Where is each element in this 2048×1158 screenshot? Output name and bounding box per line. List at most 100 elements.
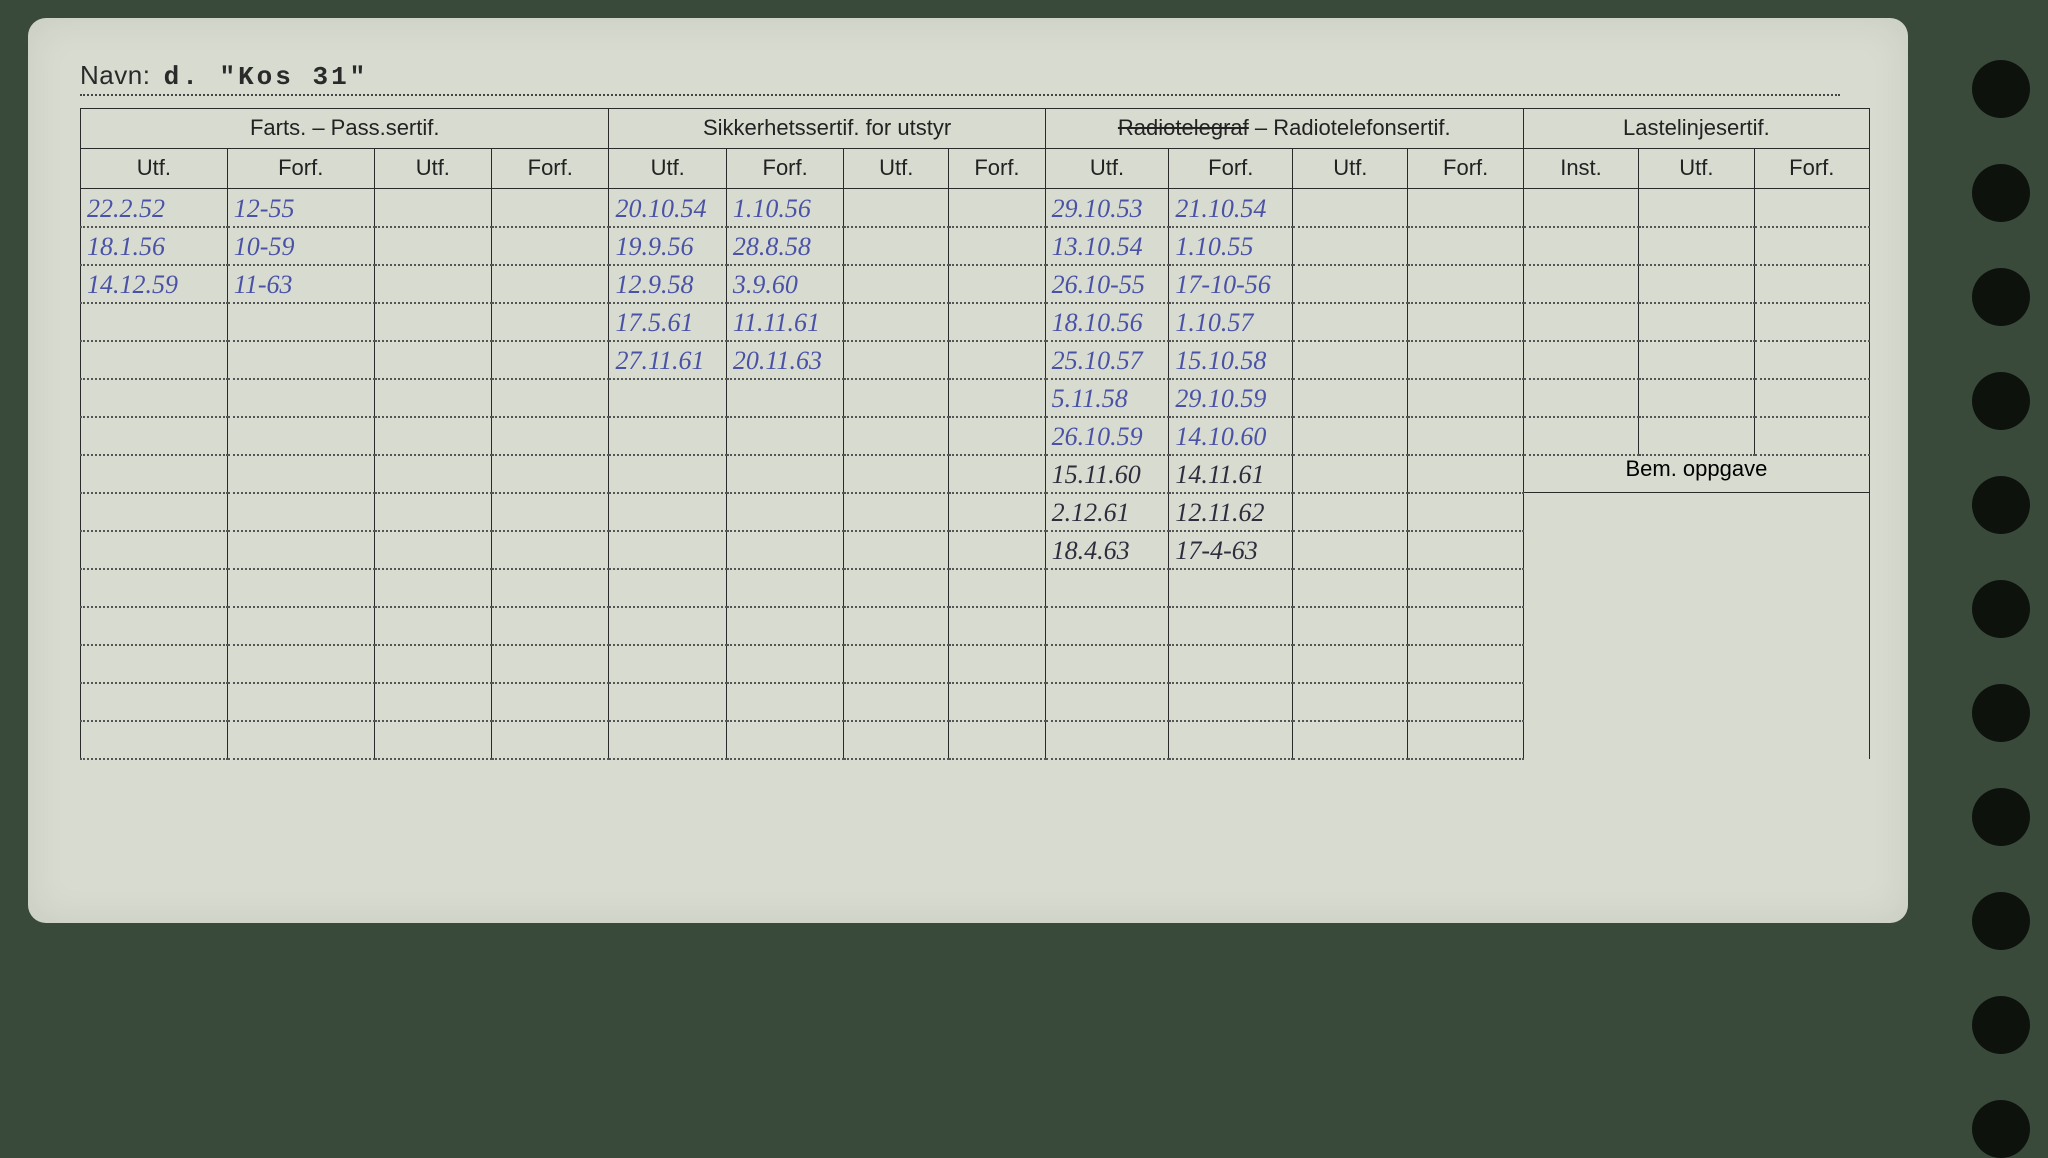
cell: [844, 531, 949, 569]
cell: 14.10.60: [1169, 417, 1293, 455]
cell: 14.12.59: [81, 265, 228, 303]
cell: [1045, 607, 1169, 645]
cell: [726, 379, 843, 417]
handwritten-value: 2.12.61: [1052, 498, 1130, 528]
handwritten-value: 1.10.56: [733, 194, 811, 224]
cell: [492, 341, 609, 379]
cell: 18.4.63: [1045, 531, 1169, 569]
cell: [726, 645, 843, 683]
cell: 1.10.56: [726, 189, 843, 227]
cell: [1754, 379, 1869, 417]
cell: [844, 721, 949, 759]
cell: [1408, 189, 1523, 227]
cell: [1293, 189, 1408, 227]
handwritten-value: 14.10.60: [1175, 422, 1266, 452]
cell: [1293, 607, 1408, 645]
cell: [1639, 265, 1754, 303]
cell: 5.11.58: [1045, 379, 1169, 417]
handwritten-value: 29.10.59: [1175, 384, 1266, 414]
cell: [1754, 189, 1869, 227]
navn-label: Navn:: [80, 60, 150, 90]
cell: [374, 227, 491, 265]
table-row: 26.10.5914.10.60: [81, 417, 1870, 455]
cell: [844, 607, 949, 645]
cell: [1293, 683, 1408, 721]
sub-r-utf2: Utf.: [1293, 149, 1408, 189]
cell: [492, 607, 609, 645]
handwritten-value: 28.8.58: [733, 232, 811, 262]
cell: 12.9.58: [609, 265, 726, 303]
cell: [1408, 645, 1523, 683]
cell: 14.11.61: [1169, 455, 1293, 493]
handwritten-value: 18.1.56: [87, 232, 165, 262]
cell: 11.11.61: [726, 303, 843, 341]
cell: [492, 227, 609, 265]
cell: [374, 455, 491, 493]
handwritten-value: 29.10.53: [1052, 194, 1143, 224]
cell: 25.10.57: [1045, 341, 1169, 379]
handwritten-value: 12-55: [234, 194, 295, 224]
cell: [492, 569, 609, 607]
sub-r-forf: Forf.: [1169, 149, 1293, 189]
cell: [1045, 645, 1169, 683]
cell: [374, 493, 491, 531]
cell: [374, 265, 491, 303]
cell: [81, 493, 228, 531]
cell: [844, 683, 949, 721]
cell: [609, 379, 726, 417]
punch-hole: [1972, 580, 2030, 638]
navn-value: d. "Kos 31": [164, 62, 369, 92]
cell: [949, 683, 1045, 721]
cell: [949, 303, 1045, 341]
handwritten-value: 12.9.58: [615, 270, 693, 300]
cell: 17.5.61: [609, 303, 726, 341]
group-sikkerhet: Sikkerhetssertif. for utstyr: [609, 109, 1045, 149]
cell: 15.10.58: [1169, 341, 1293, 379]
cell: [227, 607, 374, 645]
cell: [1639, 189, 1754, 227]
handwritten-value: 14.11.61: [1175, 460, 1264, 490]
cell: [227, 341, 374, 379]
cell: [81, 721, 228, 759]
group-laste: Lastelinjesertif.: [1523, 109, 1869, 149]
sub-f-utf2: Utf.: [374, 149, 491, 189]
cell: [1408, 531, 1523, 569]
cell: [726, 455, 843, 493]
cell: [1293, 569, 1408, 607]
index-card: Navn: d. "Kos 31" Farts. – Pass.sertif. …: [28, 18, 1908, 923]
cell: [1754, 265, 1869, 303]
punch-hole: [1972, 372, 2030, 430]
cell: [374, 683, 491, 721]
cell: [609, 493, 726, 531]
cell: 19.9.56: [609, 227, 726, 265]
cell: [374, 721, 491, 759]
cell: 13.10.54: [1045, 227, 1169, 265]
cell: [227, 493, 374, 531]
cell: [609, 531, 726, 569]
cell: [1754, 227, 1869, 265]
table-row: 14.12.5911-6312.9.583.9.6026.10-5517-10-…: [81, 265, 1870, 303]
cell: [81, 341, 228, 379]
cell: [949, 341, 1045, 379]
cell: [949, 189, 1045, 227]
cell: [1408, 341, 1523, 379]
cell: [492, 493, 609, 531]
cell: [374, 645, 491, 683]
sub-header-row: Utf. Forf. Utf. Forf. Utf. Forf. Utf. Fo…: [81, 149, 1870, 189]
cell: [227, 683, 374, 721]
cell: [81, 607, 228, 645]
handwritten-value: 1.10.57: [1175, 308, 1253, 338]
cell: [1293, 341, 1408, 379]
bem-oppgave-label: Bem. oppgave: [1523, 455, 1869, 493]
cell: [949, 417, 1045, 455]
punch-hole: [1972, 788, 2030, 846]
cell: [949, 607, 1045, 645]
cell: [374, 417, 491, 455]
cell: [1293, 531, 1408, 569]
handwritten-value: 19.9.56: [615, 232, 693, 262]
cell: [949, 531, 1045, 569]
cell: [227, 721, 374, 759]
cell: [374, 303, 491, 341]
cell: [1639, 341, 1754, 379]
handwritten-value: 3.9.60: [733, 270, 798, 300]
